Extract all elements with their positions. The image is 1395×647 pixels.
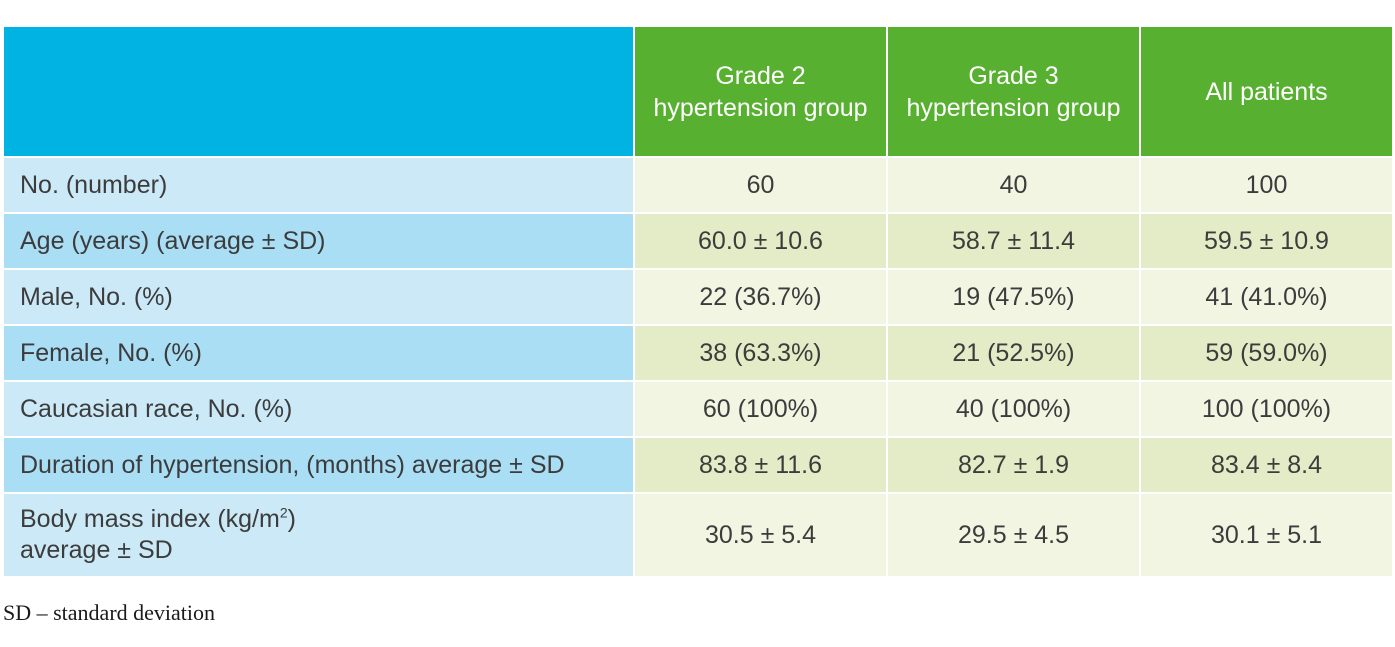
cell-value: 30.1 ± 5.1 (1141, 494, 1392, 576)
cell-value: 82.7 ± 1.9 (888, 438, 1139, 492)
cell-value: 100 (1141, 158, 1392, 212)
row-label-line2: average ± SD (20, 536, 173, 564)
table-footnote: SD – standard deviation (3, 600, 216, 625)
row-label: Caucasian race, No. (%) (4, 382, 633, 436)
cell-value: 83.8 ± 11.6 (635, 438, 886, 492)
cell-value: 59.5 ± 10.9 (1141, 214, 1392, 268)
row-label: Female, No. (%) (4, 326, 633, 380)
row-label: Body mass index (kg/m2) average ± SD (4, 494, 633, 576)
row-label: No. (number) (4, 158, 633, 212)
cell-value: 41 (41.0%) (1141, 270, 1392, 324)
cell-value: 60.0 ± 10.6 (635, 214, 886, 268)
cell-value: 22 (36.7%) (635, 270, 886, 324)
row-label-line1: Body mass index (kg/m2) (20, 504, 296, 533)
cell-value: 40 (888, 158, 1139, 212)
header-blank-cell (4, 27, 633, 156)
row-label: Age (years) (average ± SD) (4, 214, 633, 268)
row-label: Duration of hypertension, (months) avera… (4, 438, 633, 492)
cell-value: 21 (52.5%) (888, 326, 1139, 380)
header-grade3: Grade 3 hypertension group (888, 27, 1139, 156)
cell-value: 59 (59.0%) (1141, 326, 1392, 380)
cell-value: 60 (635, 158, 886, 212)
cell-value: 30.5 ± 5.4 (635, 494, 886, 576)
header-all-patients: All patients (1141, 27, 1392, 156)
header-grade2: Grade 2 hypertension group (635, 27, 886, 156)
cell-value: 58.7 ± 11.4 (888, 214, 1139, 268)
cell-value: 83.4 ± 8.4 (1141, 438, 1392, 492)
cell-value: 29.5 ± 4.5 (888, 494, 1139, 576)
cell-value: 40 (100%) (888, 382, 1139, 436)
demographics-table: Grade 2 hypertension group Grade 3 hyper… (4, 27, 1392, 576)
cell-value: 38 (63.3%) (635, 326, 886, 380)
cell-value: 19 (47.5%) (888, 270, 1139, 324)
cell-value: 100 (100%) (1141, 382, 1392, 436)
cell-value: 60 (100%) (635, 382, 886, 436)
row-label: Male, No. (%) (4, 270, 633, 324)
